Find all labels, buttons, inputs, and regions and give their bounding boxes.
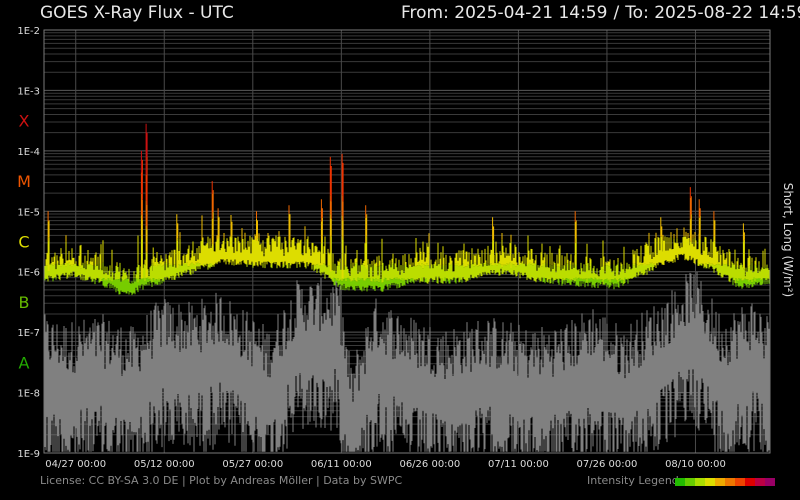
date-range-separator: / [613, 3, 620, 23]
x-tick-label: 05/27 00:00 [222, 459, 283, 470]
y-tick-label: 1E-8 [17, 389, 40, 400]
legend-swatch [675, 478, 685, 486]
axis-layer: 1E-2 1E-3 1E-4 1E-5 1E-6 1E-7 1E-8 1E-9 X M C B A 04/… [17, 26, 795, 470]
y-tick-label: 1E-2 [17, 26, 40, 37]
credits-footer: License: CC BY-SA 3.0 DE | Plot by Andre… [40, 474, 403, 487]
y-tick-label: 1E-4 [17, 147, 40, 158]
chart-title: GOES X-Ray Flux - UTC [40, 3, 234, 23]
long-series-trace [44, 277, 771, 296]
y-tick-label: 1E-3 [17, 86, 40, 97]
class-label-a: A [19, 353, 30, 372]
y-axis-title: Short, Long (W/m²) [781, 183, 795, 297]
class-label-c: C [18, 233, 29, 252]
y-tick-label: 1E-9 [17, 449, 40, 460]
x-tick-label: 06/26 00:00 [399, 459, 460, 470]
x-tick-label: 06/11 00:00 [311, 459, 372, 470]
x-tick-label: 05/12 00:00 [134, 459, 195, 470]
legend-swatch [685, 478, 695, 486]
legend-swatch [715, 478, 725, 486]
y-tick-label: 1E-7 [17, 328, 40, 339]
long-series-trace [140, 123, 148, 175]
long-series-trace [140, 153, 691, 205]
short-series [43, 272, 771, 452]
date-range-from: From: 2025-04-21 14:59 [401, 3, 608, 23]
legend-swatch [735, 478, 745, 486]
x-tick-label: 07/26 00:00 [577, 459, 638, 470]
legend-swatch [725, 478, 735, 486]
x-tick-label: 07/11 00:00 [488, 459, 549, 470]
y-tick-label: 1E-5 [17, 207, 40, 218]
plot-frame [43, 29, 771, 454]
class-label-b: B [19, 293, 30, 312]
class-label-x: X [19, 112, 30, 131]
y-tick-label: 1E-6 [17, 268, 40, 279]
class-label-m: M [17, 172, 31, 191]
date-range-to: To: 2025-08-22 14:59 [625, 3, 800, 23]
legend-swatch [765, 478, 775, 486]
legend-swatch [705, 478, 715, 486]
long-series-trace [47, 212, 745, 254]
legend-swatch [745, 478, 755, 486]
x-tick-label: 04/27 00:00 [45, 459, 106, 470]
short-series-trace [43, 272, 771, 452]
long-series [43, 123, 771, 296]
date-range: From: 2025-04-21 14:59/To: 2025-08-22 14… [401, 3, 800, 23]
legend-swatch [695, 478, 705, 486]
intensity-legend-label: Intensity Legend [587, 474, 679, 487]
x-tick-label: 08/10 00:00 [665, 459, 726, 470]
legend-swatch [755, 478, 765, 486]
long-series-trace [47, 190, 715, 230]
xray-flux-chart: 1E-2 1E-3 1E-4 1E-5 1E-6 1E-7 1E-8 1E-9 X M C B A 04/… [17, 26, 795, 470]
intensity-legend-bar [675, 478, 775, 486]
